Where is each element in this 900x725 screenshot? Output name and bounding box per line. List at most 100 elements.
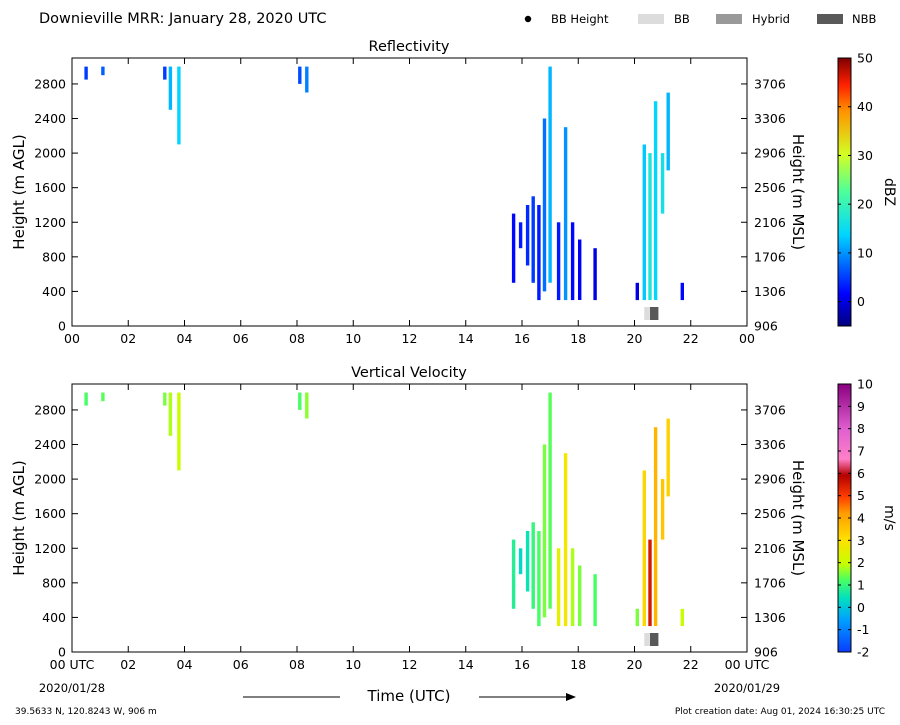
colorbar-tick-label: 5 xyxy=(857,488,865,503)
velocity-ylabel-right: Height (m MSL) xyxy=(789,460,807,576)
echo-column xyxy=(305,66,309,93)
echo-column xyxy=(84,392,88,406)
y-tick-label: 1200 xyxy=(34,541,66,556)
colorbar-tick-label: 7 xyxy=(857,444,865,459)
echo-column xyxy=(666,92,670,171)
bright-band-marker-nbb xyxy=(650,307,659,320)
y-tick-label: 800 xyxy=(42,575,66,590)
reflectivity-panel: Reflectivity Height (m AGL) Height (m MS… xyxy=(10,39,897,346)
bright-band-marker-bb xyxy=(644,307,650,320)
echo-column xyxy=(511,213,516,283)
echo-column xyxy=(511,539,516,609)
echo-column xyxy=(298,392,302,410)
y-tick-label: 2400 xyxy=(34,111,66,126)
colorbar-tick-label: 40 xyxy=(857,99,873,114)
time-axis-label: Time (UTC) xyxy=(367,687,451,705)
reflectivity-title: Reflectivity xyxy=(369,39,450,55)
legend-bb-label: BB xyxy=(674,12,690,26)
echo-column xyxy=(556,222,561,301)
echo-column xyxy=(563,453,568,627)
echo-column xyxy=(660,153,665,214)
x-tick-label: 22 xyxy=(683,657,699,672)
x-tick-label: 02 xyxy=(120,657,136,672)
y-tick-label-right: 2506 xyxy=(754,506,786,521)
x-tick-label: 02 xyxy=(120,331,136,346)
y-tick-label: 0 xyxy=(58,319,66,334)
echo-column xyxy=(531,522,535,609)
end-date-label: 2020/01/29 xyxy=(714,681,780,695)
echo-column xyxy=(163,66,167,80)
echo-column xyxy=(648,153,652,301)
colorbar-tick-label: 8 xyxy=(857,421,865,436)
y-tick-label-right: 2106 xyxy=(754,541,786,556)
y-tick-label-right: 2906 xyxy=(754,146,786,161)
x-tick-label: 12 xyxy=(402,331,418,346)
echo-column xyxy=(642,470,646,627)
velocity-title: Vertical Velocity xyxy=(351,365,467,381)
creation-date-label: Plot creation date: Aug 01, 2024 16:30:2… xyxy=(675,707,885,717)
y-tick-label-right: 1706 xyxy=(754,575,786,590)
echo-column xyxy=(163,392,167,406)
start-date-label: 2020/01/28 xyxy=(39,681,105,695)
x-tick-label: 10 xyxy=(345,657,361,672)
reflectivity-colorbar xyxy=(837,57,852,327)
y-tick-label-right: 2106 xyxy=(754,215,786,230)
colorbar-tick-label: 3 xyxy=(857,533,865,548)
echo-column xyxy=(593,574,597,627)
x-tick-label: 14 xyxy=(458,657,474,672)
y-tick-label-right: 2506 xyxy=(754,180,786,195)
echo-column xyxy=(518,222,523,249)
y-tick-label: 1200 xyxy=(34,215,66,230)
y-tick-label-right: 2906 xyxy=(754,472,786,487)
echo-column xyxy=(563,127,568,301)
y-tick-label-right: 3706 xyxy=(754,76,786,91)
colorbar-tick-label: 20 xyxy=(857,197,873,212)
legend-nbb-label: NBB xyxy=(852,12,876,26)
time-axis-arrowhead xyxy=(566,693,576,701)
echo-column xyxy=(537,531,541,627)
x-tick-label: 22 xyxy=(683,331,699,346)
colorbar-tick-label: 9 xyxy=(857,399,865,414)
echo-column xyxy=(542,444,547,618)
x-tick-label: 00 UTC xyxy=(50,657,95,672)
y-tick-label-right: 1306 xyxy=(754,284,786,299)
velocity-panel: Vertical Velocity Height (m AGL) Height … xyxy=(10,365,897,672)
echo-column xyxy=(680,608,684,627)
y-tick-label: 400 xyxy=(42,610,66,625)
x-tick-label: 20 xyxy=(627,657,643,672)
reflectivity-ylabel-right: Height (m MSL) xyxy=(789,134,807,250)
echo-column xyxy=(593,248,597,301)
colorbar-tick-label: 4 xyxy=(857,511,865,526)
y-tick-label: 2800 xyxy=(34,76,66,91)
echo-column xyxy=(635,282,639,301)
y-tick-label: 1600 xyxy=(34,506,66,521)
x-tick-label: 08 xyxy=(289,331,305,346)
echo-column xyxy=(653,101,658,300)
echo-column xyxy=(537,205,541,301)
echo-column xyxy=(660,479,665,540)
legend-hybrid-label: Hybrid xyxy=(752,12,790,26)
reflectivity-colorbar-label: dBZ xyxy=(881,178,897,206)
y-tick-label-right: 3306 xyxy=(754,111,786,126)
y-tick-label: 2000 xyxy=(34,472,66,487)
echo-column xyxy=(168,66,173,110)
echo-column xyxy=(666,418,670,497)
echo-column xyxy=(548,66,552,283)
echo-column xyxy=(548,392,552,609)
echo-column xyxy=(578,565,582,626)
echo-column xyxy=(648,539,652,627)
colorbar-tick-label: -2 xyxy=(857,645,869,660)
y-tick-label: 400 xyxy=(42,284,66,299)
echo-column xyxy=(525,531,530,592)
colorbar-tick-label: 50 xyxy=(857,51,873,66)
echo-column xyxy=(305,392,309,419)
x-tick-label: 16 xyxy=(514,331,530,346)
echo-column xyxy=(542,118,547,292)
x-tick-label: 18 xyxy=(570,331,586,346)
colorbar-tick-label: 30 xyxy=(857,148,873,163)
echo-column xyxy=(570,222,575,301)
legend-bb-swatch xyxy=(638,14,664,24)
legend-hybrid-swatch xyxy=(716,14,742,24)
x-tick-label: 12 xyxy=(402,657,418,672)
y-tick-label-right: 3306 xyxy=(754,437,786,452)
